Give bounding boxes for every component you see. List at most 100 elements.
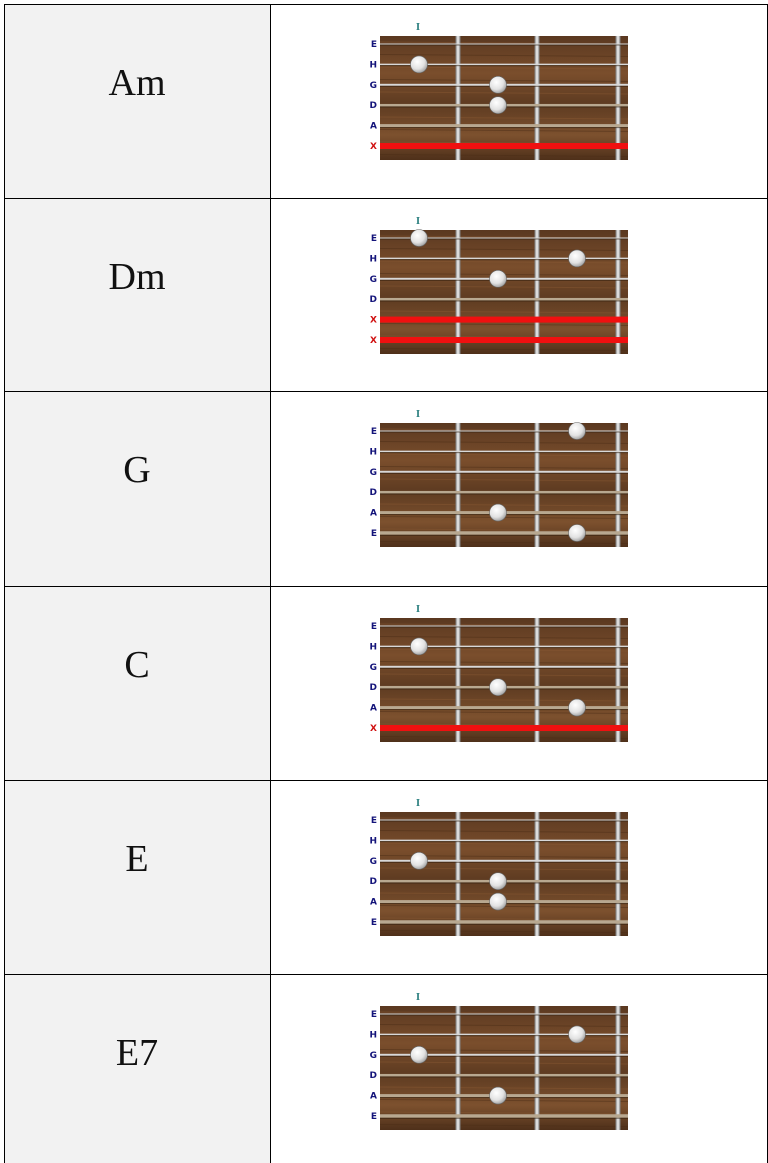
fret-label: I [416, 215, 420, 227]
chord-row: C I EH GD AX [4, 586, 768, 780]
fret [455, 812, 461, 936]
fretboard [380, 812, 628, 936]
string-label: D [370, 101, 377, 111]
string-label: D [370, 295, 377, 305]
string-shade [380, 1014, 628, 1016]
fret [615, 423, 621, 547]
string-label: A [370, 509, 377, 519]
wood-grain [379, 466, 629, 469]
wood-grain [379, 310, 629, 314]
muted-string [380, 337, 628, 343]
fret [615, 36, 621, 160]
fret-label: I [416, 21, 420, 33]
fret [615, 230, 621, 354]
wood-grain [379, 711, 629, 714]
wood-grain [379, 323, 629, 326]
chord-name: Am [109, 62, 166, 104]
string-shade [380, 452, 628, 454]
fret-label: I [416, 991, 420, 1003]
fret [455, 423, 461, 547]
finger-dot [489, 1086, 507, 1105]
string [380, 645, 628, 648]
wood-grain [379, 503, 629, 507]
string [380, 257, 628, 260]
wood-grain [379, 285, 629, 289]
string-shade [380, 626, 628, 628]
string-label: G [370, 275, 377, 285]
string-label: H [369, 836, 377, 846]
muted-string [380, 725, 628, 731]
string-shade [380, 667, 628, 669]
wood-grain [379, 441, 629, 444]
chord-name-cell [4, 198, 271, 391]
string-label: A [370, 122, 377, 132]
wood-grain [379, 1036, 629, 1040]
wood-grain [379, 842, 629, 846]
fret [455, 36, 461, 160]
string-label: H [369, 254, 377, 264]
chord-name: C [124, 644, 149, 686]
finger-dot [410, 1046, 428, 1064]
string-shade [380, 647, 628, 649]
string-label: G [370, 81, 377, 91]
string [380, 1073, 628, 1077]
string-label: A [370, 704, 377, 714]
wood-grain [379, 54, 629, 57]
chord-name-cell [4, 586, 271, 780]
string-shade [380, 820, 628, 822]
finger-dot [410, 637, 428, 656]
wood-grain [379, 1086, 629, 1090]
string [380, 531, 628, 535]
fret [534, 618, 540, 742]
string-shade [380, 709, 628, 711]
string [380, 625, 628, 627]
muted-string [380, 316, 628, 323]
string-shade [380, 1055, 628, 1057]
fret [455, 618, 461, 742]
finger-dot [410, 229, 428, 247]
wood-grain [379, 453, 629, 457]
finger-dot [489, 96, 507, 114]
fret [534, 36, 540, 160]
string-shade [380, 65, 628, 67]
string [380, 450, 628, 453]
string-label: E [371, 427, 377, 437]
fret [534, 230, 540, 354]
finger-dot [489, 269, 507, 288]
string-shade [380, 259, 628, 261]
finger-dot [410, 851, 428, 870]
string-label: G [370, 468, 377, 478]
string [380, 237, 628, 239]
chord-name-cell [4, 391, 271, 586]
wood-grain [379, 260, 629, 264]
string [380, 859, 628, 862]
string [380, 1033, 628, 1036]
wood-grain [379, 636, 629, 639]
string-label: X [370, 142, 377, 152]
wood-grain [379, 528, 629, 532]
string-label: H [369, 642, 377, 652]
string-shade [380, 300, 628, 302]
fret-label: I [416, 603, 420, 615]
string-shade [380, 534, 628, 536]
chord-name-cell [4, 780, 271, 974]
string-shade [380, 1035, 628, 1037]
string-label: E [371, 529, 377, 539]
string [380, 124, 628, 128]
string [380, 665, 628, 668]
string [380, 706, 628, 710]
string-label: H [369, 1030, 377, 1040]
wood-grain [379, 154, 629, 157]
fret [615, 812, 621, 936]
wood-grain [379, 248, 629, 251]
string [380, 43, 628, 45]
string [380, 819, 628, 821]
fretboard [380, 230, 628, 354]
string-label: E [371, 1010, 377, 1020]
wood-grain [379, 1124, 629, 1127]
finger-dot [568, 698, 586, 717]
string-label: A [370, 1092, 377, 1102]
chord-name: E7 [116, 1032, 158, 1074]
